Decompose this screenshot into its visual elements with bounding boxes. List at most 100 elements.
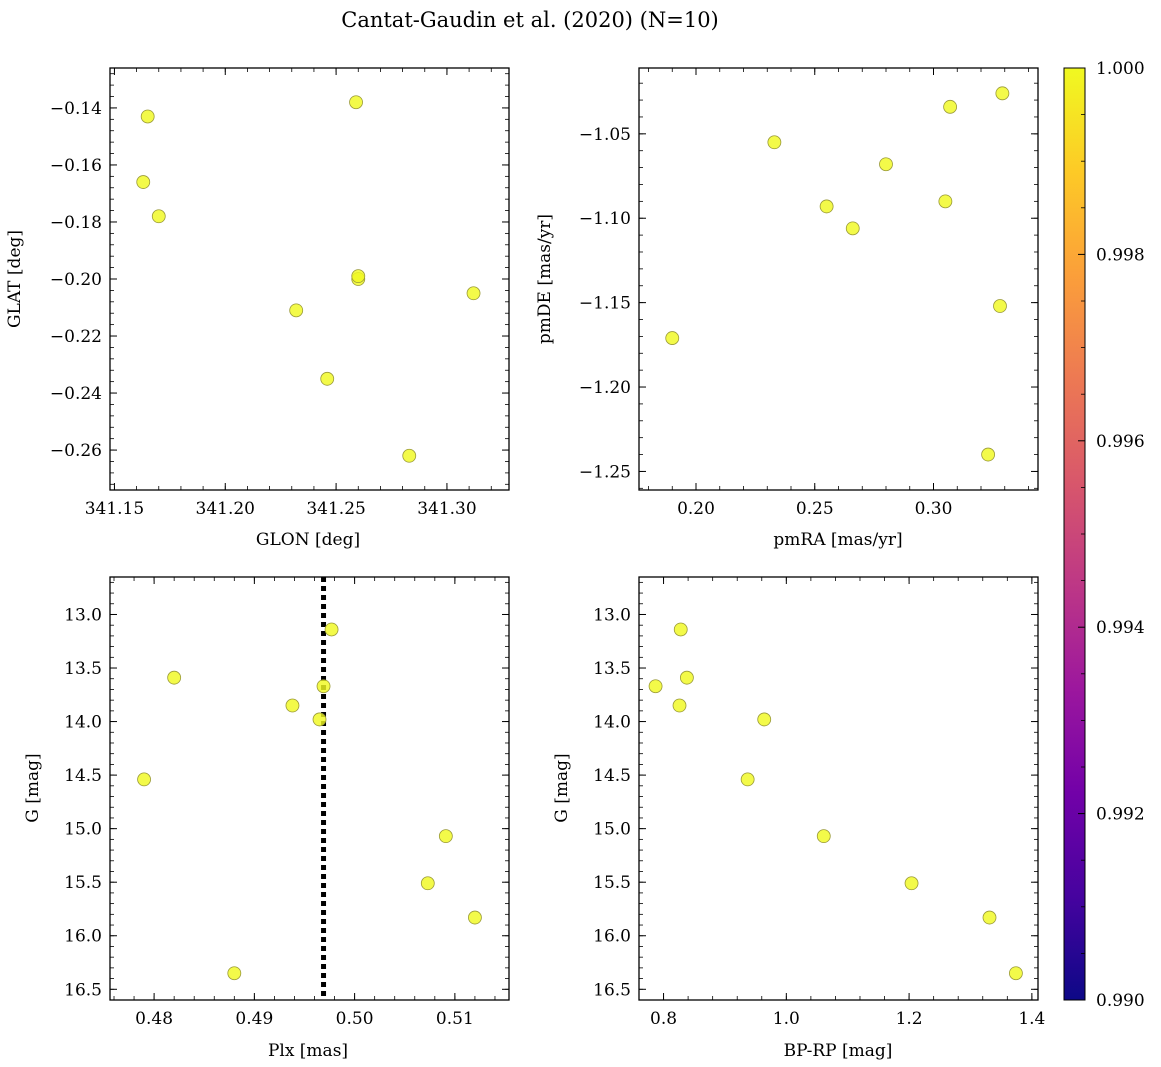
x-tick-label: 0.8 (650, 1009, 677, 1029)
x-axis-label: Plx [mas] (268, 1041, 348, 1061)
data-point (316, 679, 331, 694)
data-point (167, 670, 182, 685)
data-point (420, 876, 435, 891)
y-tick-label: 16.0 (593, 927, 631, 947)
x-tick-label: 341.15 (85, 499, 144, 519)
y-tick-label: 14.5 (593, 766, 631, 786)
y-tick-label: 14.5 (64, 766, 102, 786)
x-tick-label: 1.2 (896, 1009, 923, 1029)
y-tick-label: −1.05 (579, 125, 631, 145)
y-tick-label: −0.14 (50, 99, 102, 119)
y-axis-label: pmDE [mas/yr] (535, 214, 555, 344)
x-tick-label: 0.49 (235, 1009, 273, 1029)
data-point (879, 157, 893, 172)
y-tick-label: −0.26 (50, 441, 102, 461)
y-tick-label: 15.0 (593, 820, 631, 840)
y-axis-label: G [mag] (23, 753, 43, 822)
x-tick-label: 0.48 (135, 1009, 173, 1029)
y-tick-label: 14.0 (593, 713, 631, 733)
x-tick-label: 341.25 (306, 499, 365, 519)
y-tick-label: 16.0 (64, 927, 102, 947)
colorbar-tick-label: 0.996 (1096, 432, 1145, 452)
y-tick-label: −0.20 (50, 270, 102, 290)
x-axis-label: BP-RP [mag] (784, 1041, 893, 1061)
colorbar-tick-label: 0.990 (1096, 991, 1145, 1011)
data-point (137, 772, 151, 787)
data-point (740, 772, 755, 787)
figure-title: Cantat-Gaudin et al. (2020) (N=10) (341, 8, 719, 32)
colorbar-tick-label: 0.992 (1096, 805, 1145, 825)
axes-frame (638, 576, 1039, 1001)
y-tick-label: 15.5 (64, 873, 102, 893)
x-tick-label: 341.20 (196, 499, 255, 519)
panel-pmra-pmde: 0.20 0.25 0.30 −1.05 −1.10 −1.15 −1.20 −1.25 pmR… (535, 67, 1039, 550)
colorbar-tick-label: 0.994 (1096, 618, 1145, 638)
x-tick-label: 0.51 (436, 1009, 474, 1029)
data-point (285, 698, 300, 713)
data-point (943, 99, 958, 114)
data-point (312, 712, 327, 727)
data-point (351, 269, 366, 284)
y-axis-label: G [mag] (552, 753, 572, 822)
data-point (324, 622, 339, 637)
data-point (995, 86, 1010, 101)
y-tick-label: −0.24 (50, 384, 102, 404)
y-tick-label: 13.5 (64, 659, 102, 679)
x-tick-label: 0.20 (677, 499, 715, 519)
data-point (938, 194, 953, 209)
data-point (673, 622, 688, 637)
y-tick-label: 15.5 (593, 873, 631, 893)
data-point (468, 910, 482, 925)
data-point (672, 698, 687, 713)
y-tick-label: 13.0 (593, 605, 631, 625)
y-tick-label: −1.20 (579, 378, 631, 398)
data-point (227, 966, 242, 981)
x-axis-label: GLON [deg] (256, 530, 360, 550)
x-tick-label: 0.25 (796, 499, 834, 519)
data-point (993, 299, 1007, 313)
data-point (982, 910, 997, 925)
axes-frame (109, 576, 510, 1001)
x-tick-label: 1.4 (1018, 1009, 1045, 1029)
data-point (320, 371, 335, 386)
y-tick-label: 14.0 (64, 713, 102, 733)
y-axis-label: GLAT [deg] (5, 230, 25, 328)
axes-frame (638, 67, 1039, 491)
y-tick-label: 16.5 (64, 980, 102, 1000)
data-point (767, 135, 782, 150)
data-point (904, 876, 919, 891)
data-point (845, 221, 860, 236)
data-point (466, 286, 481, 301)
y-tick-label: −0.16 (50, 156, 102, 176)
x-axis-label: pmRA [mas/yr] (773, 530, 902, 550)
axes-frame (109, 67, 510, 491)
data-point (1009, 966, 1023, 981)
data-point (402, 448, 417, 463)
y-tick-label: −1.25 (579, 462, 631, 482)
data-point (136, 175, 151, 189)
x-tick-label: 0.50 (336, 1009, 374, 1029)
y-tick-label: −0.22 (50, 327, 102, 347)
y-tick-label: 15.0 (64, 820, 102, 840)
data-point (438, 829, 453, 844)
colorbar-tick-label: 0.998 (1096, 245, 1145, 265)
data-point (819, 199, 834, 214)
y-tick-label: 13.0 (64, 605, 102, 625)
colorbar-tick-label: 1.000 (1096, 59, 1145, 79)
data-point (289, 303, 304, 318)
y-tick-label: 13.5 (593, 659, 631, 679)
data-point (679, 670, 694, 685)
x-tick-label: 341.30 (417, 499, 476, 519)
data-point (151, 209, 166, 224)
data-point (349, 95, 363, 110)
data-point (981, 447, 996, 462)
y-tick-label: −0.18 (50, 213, 102, 233)
x-tick-label: 1.0 (773, 1009, 800, 1029)
data-point (140, 109, 155, 124)
panel-glon-glat: 341.15 341.20 341.25 341.30 −0.14 −0.16 −0.18 −… (5, 67, 510, 550)
data-point (648, 679, 663, 694)
y-tick-label: −1.15 (579, 294, 631, 314)
panel-bprp-g: 0.8 1.0 1.2 1.4 13.0 13.5 14.0 14.5 15.0 15.5 16.0… (552, 576, 1045, 1061)
colorbar: 0.990 0.992 0.994 0.996 0.998 1.000 (1063, 59, 1145, 1011)
x-tick-label: 0.30 (915, 499, 953, 519)
